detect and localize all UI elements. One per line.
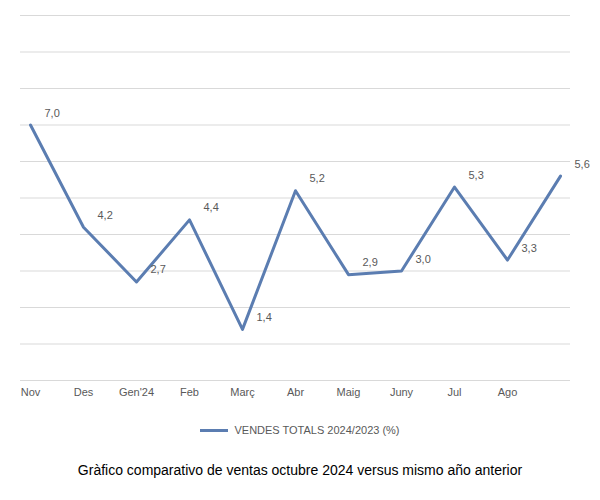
svg-text:5,2: 5,2 bbox=[310, 172, 325, 184]
svg-text:Març: Març bbox=[230, 386, 255, 398]
svg-text:Nov: Nov bbox=[21, 386, 41, 398]
svg-text:Maig: Maig bbox=[337, 386, 361, 398]
svg-text:3,3: 3,3 bbox=[522, 242, 537, 254]
svg-text:4,4: 4,4 bbox=[204, 201, 219, 213]
svg-text:Abr: Abr bbox=[287, 386, 304, 398]
svg-text:2,7: 2,7 bbox=[151, 263, 166, 275]
svg-text:Juny: Juny bbox=[390, 386, 414, 398]
svg-text:Des: Des bbox=[74, 386, 94, 398]
svg-text:5,3: 5,3 bbox=[469, 169, 484, 181]
svg-text:2,9: 2,9 bbox=[363, 256, 378, 268]
svg-text:4,2: 4,2 bbox=[98, 209, 113, 221]
svg-text:Jul: Jul bbox=[447, 386, 461, 398]
svg-text:Ago: Ago bbox=[498, 386, 518, 398]
svg-text:5,6: 5,6 bbox=[575, 158, 590, 170]
html-text:Gràfico comparativo de ventas: Gràfico comparativo de ventas octubre 20… bbox=[77, 462, 523, 478]
svg-text:7,0: 7,0 bbox=[45, 107, 60, 119]
svg-text:3,0: 3,0 bbox=[416, 253, 431, 265]
svg-text:1,4: 1,4 bbox=[257, 311, 272, 323]
html-text:VENDES TOTALS 2024/2023 (%): VENDES TOTALS 2024/2023 (%) bbox=[234, 424, 400, 436]
svg-text:Feb: Feb bbox=[180, 386, 199, 398]
svg-text:Gen'24: Gen'24 bbox=[119, 386, 154, 398]
